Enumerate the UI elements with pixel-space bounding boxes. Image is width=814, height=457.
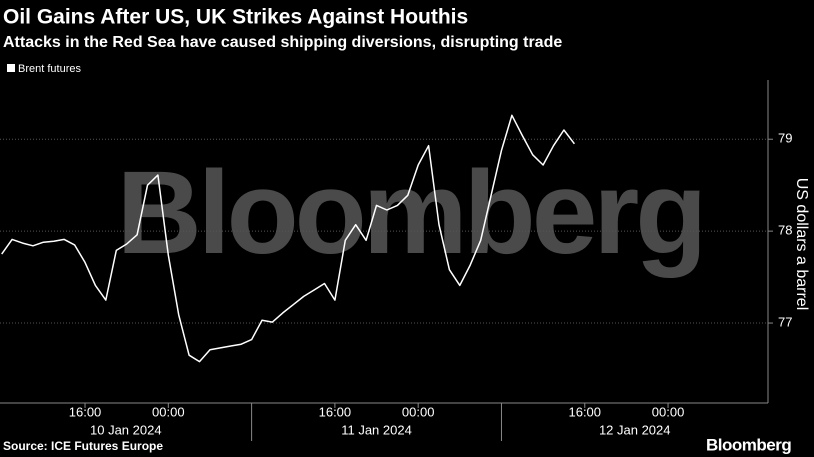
date-label: 10 Jan 2024 [90,422,162,437]
legend-label: Brent futures [18,63,81,75]
chart-title: Oil Gains After US, UK Strikes Against H… [3,6,468,29]
y-tick-label: 77 [778,314,792,329]
date-label: 12 Jan 2024 [599,422,671,437]
legend-swatch [7,64,15,72]
brand: Bloomberg [706,435,791,454]
x-tick-label: 00:00 [152,404,185,419]
x-tick-label: 16:00 [568,404,601,419]
date-label: 11 Jan 2024 [341,422,412,437]
watermark: Bloomberg [117,147,704,279]
x-tick-label: 16:00 [69,404,102,419]
y-tick-label: 79 [778,131,792,146]
x-tick-label: 00:00 [652,404,685,419]
line [1,114,575,363]
chart-subtitle: Attacks in the Red Sea have caused shipp… [3,34,562,51]
x-tick-label: 16:00 [319,404,352,419]
y-axis-label: US dollars a barrel [793,178,810,311]
source: Source: ICE Futures Europe [3,439,163,453]
x-tick-label: 00:00 [402,404,435,419]
y-tick-label: 78 [778,223,792,238]
